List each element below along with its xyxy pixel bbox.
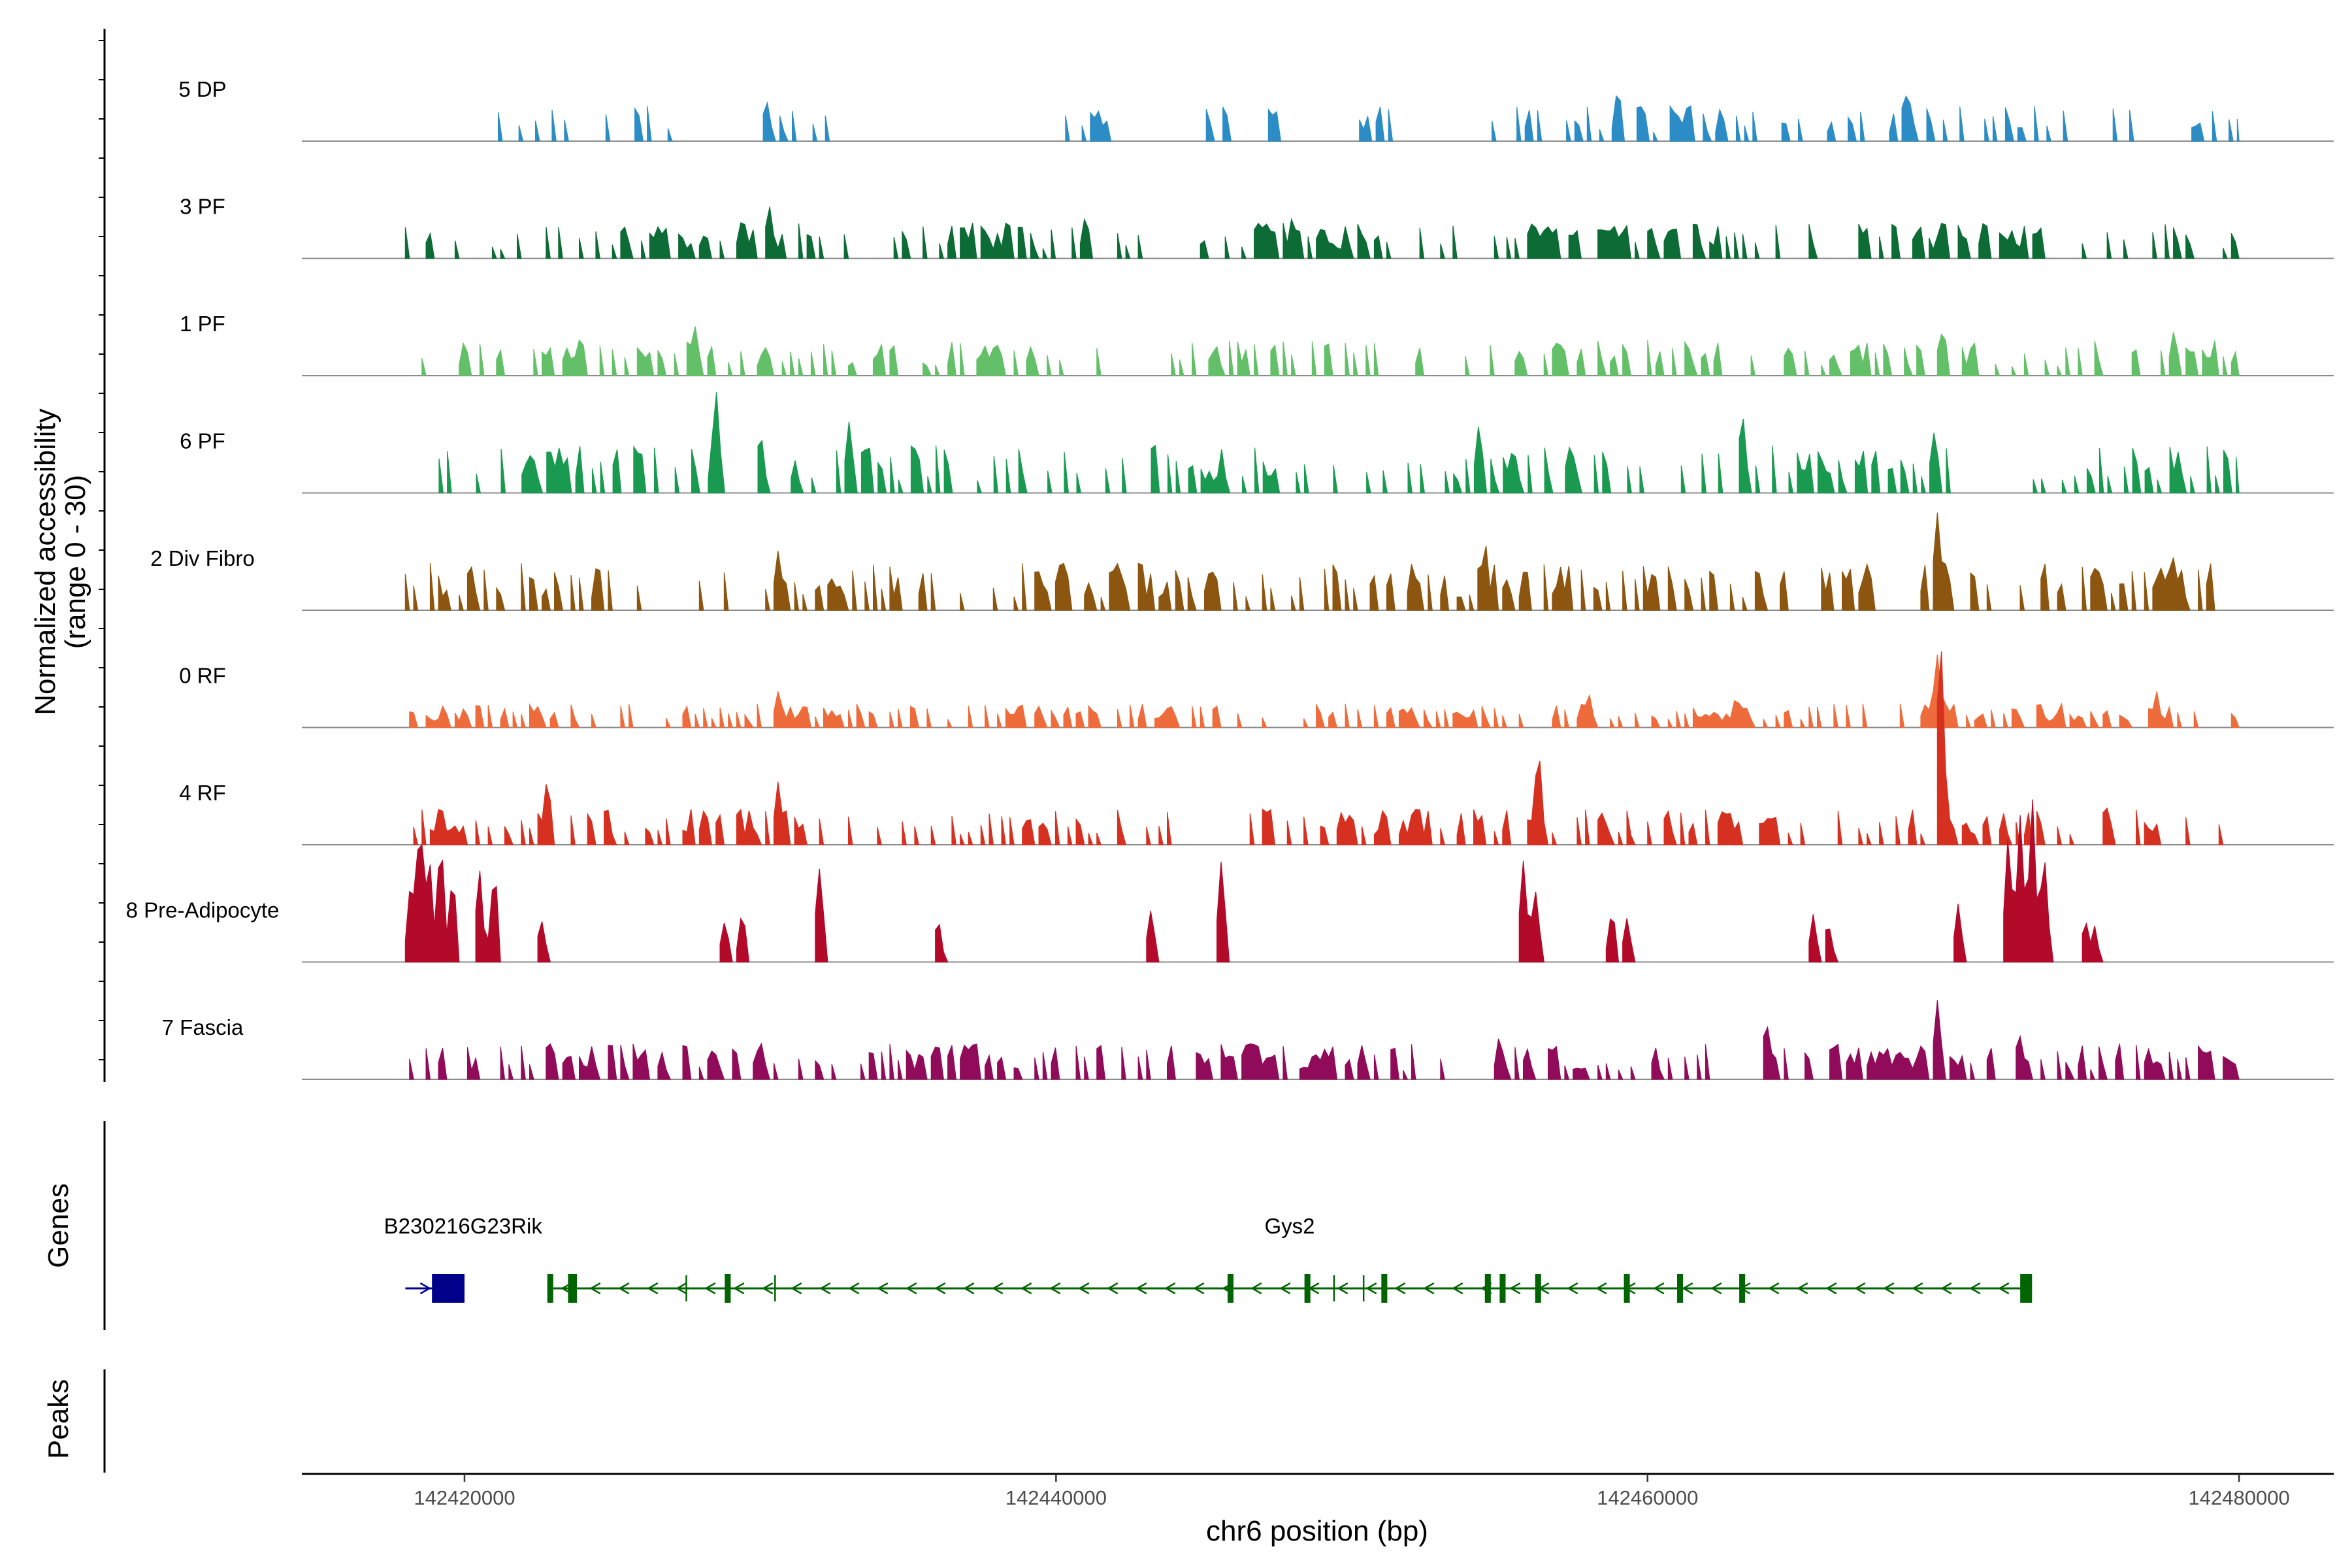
gene-label-b230216g23rik: B230216G23Rik: [384, 1214, 543, 1238]
coverage-y-ticks: [99, 40, 105, 1060]
gene-exon: [1227, 1274, 1233, 1303]
track-label-8-pre-adipocyte: 8 Pre-Adipocyte: [126, 898, 280, 923]
strand-arrow: [1595, 1282, 1607, 1295]
strand-arrow: [1567, 1282, 1578, 1295]
strand-arrow: [1969, 1282, 1981, 1295]
x-axis-title: chr6 position (bp): [1206, 1515, 1428, 1547]
gene-exon: [1535, 1274, 1541, 1303]
track-label-6-pf: 6 PF: [180, 429, 225, 453]
strand-arrow: [762, 1282, 774, 1295]
coverage-area: [413, 651, 2224, 845]
strand-arrow: [589, 1282, 601, 1295]
strand-arrow: [733, 1282, 745, 1295]
coverage-area: [409, 1000, 2240, 1080]
strand-arrow: [1164, 1282, 1176, 1295]
strand-arrow: [647, 1282, 659, 1295]
track-label-7-fascia: 7 Fascia: [162, 1015, 244, 1039]
gene-exon: [1381, 1274, 1388, 1303]
x-axis-ticks: 142420000 142440000 142460000 142480000: [414, 1474, 2290, 1509]
genes-ylabel: Genes: [42, 1183, 74, 1268]
coverage-area: [438, 392, 2240, 494]
coverage-area: [409, 655, 2240, 728]
gene-exon: [1499, 1274, 1506, 1303]
strand-arrow: [992, 1282, 1004, 1295]
strand-arrow: [877, 1282, 889, 1295]
strand-arrow: [1135, 1282, 1147, 1295]
strand-arrow: [1107, 1282, 1119, 1295]
strand-arrow: [1193, 1282, 1205, 1295]
coverage-area: [421, 326, 2240, 376]
strand-arrow: [1250, 1282, 1262, 1295]
strand-arrow: [1423, 1282, 1435, 1295]
strand-arrow: [1394, 1282, 1406, 1295]
strand-arrow: [676, 1282, 687, 1295]
peaks-ylabel: Peaks: [42, 1379, 74, 1459]
coverage-area: [404, 799, 2104, 963]
strand-arrow: [1049, 1282, 1061, 1295]
strand-arrow: [1682, 1282, 1693, 1295]
coverage-ylabel: Normalized accessibility (range 0 - 30): [29, 408, 91, 715]
strand-arrow: [1940, 1282, 1952, 1295]
gene-exon: [1304, 1274, 1311, 1303]
strand-arrow: [1854, 1282, 1866, 1295]
coverage-ylabel-line1: Normalized accessibility: [29, 408, 61, 715]
strand-arrow: [934, 1282, 946, 1295]
gene-exon: [1739, 1274, 1746, 1303]
track-label-1-pf: 1 PF: [180, 312, 225, 336]
x-tick-label: 142480000: [2189, 1486, 2290, 1509]
gene-label-gys2: Gys2: [1264, 1214, 1315, 1238]
track-label-5-dp: 5 DP: [178, 77, 226, 101]
strand-arrow: [1021, 1282, 1032, 1295]
strand-arrow: [704, 1282, 716, 1295]
strand-arrow: [1452, 1282, 1463, 1295]
strand-arrow: [906, 1282, 917, 1295]
strand-arrow: [1279, 1282, 1291, 1295]
track-label-4-rf: 4 RF: [179, 781, 226, 805]
coverage-area: [404, 206, 2240, 259]
strand-arrow: [791, 1282, 802, 1295]
x-tick-label: 142420000: [414, 1486, 515, 1509]
track-label-2-div-fibro: 2 Div Fibro: [150, 546, 255, 570]
gene-exon: [1484, 1274, 1491, 1303]
gene-exon: [432, 1274, 465, 1303]
gene-exon: [725, 1274, 731, 1303]
strand-arrow: [1078, 1282, 1090, 1295]
gene-exon: [568, 1274, 578, 1303]
strand-arrow: [1797, 1282, 1808, 1295]
coverage-ylabel-line2: (range 0 - 30): [59, 475, 91, 649]
strand-arrow: [618, 1282, 630, 1295]
gene-exon: [1624, 1274, 1630, 1303]
strand-arrow: [1883, 1282, 1895, 1295]
strand-arrow: [1653, 1282, 1665, 1295]
coverage-tracks: 5 DP 3 PF 1 PF 6 PF 2 Div Fibro 0 RF 4 R…: [126, 77, 2334, 1080]
strand-arrow: [963, 1282, 975, 1295]
strand-arrow: [1710, 1282, 1722, 1295]
strand-arrow: [1337, 1282, 1348, 1295]
x-tick-label: 142440000: [1005, 1486, 1107, 1509]
track-label-0-rf: 0 RF: [179, 664, 226, 688]
gene-exon: [547, 1274, 553, 1303]
strand-arrow: [1998, 1282, 2010, 1295]
strand-arrow: [1768, 1282, 1780, 1295]
genes-track: B230216G23Rik Gys2: [384, 1214, 2033, 1303]
strand-arrow: [819, 1282, 831, 1295]
strand-arrow: [848, 1282, 860, 1295]
strand-arrow: [1509, 1282, 1521, 1295]
strand-arrow: [1365, 1282, 1377, 1295]
x-tick-label: 142460000: [1597, 1486, 1698, 1509]
strand-arrow: [419, 1282, 431, 1295]
track-label-3-pf: 3 PF: [180, 195, 225, 219]
gene-exon: [2020, 1274, 2033, 1303]
coverage-area: [404, 512, 2215, 611]
gene-exon: [1677, 1274, 1684, 1303]
strand-arrow: [1912, 1282, 1923, 1295]
strand-arrow: [1825, 1282, 1837, 1295]
coverage-area: [498, 95, 2240, 142]
